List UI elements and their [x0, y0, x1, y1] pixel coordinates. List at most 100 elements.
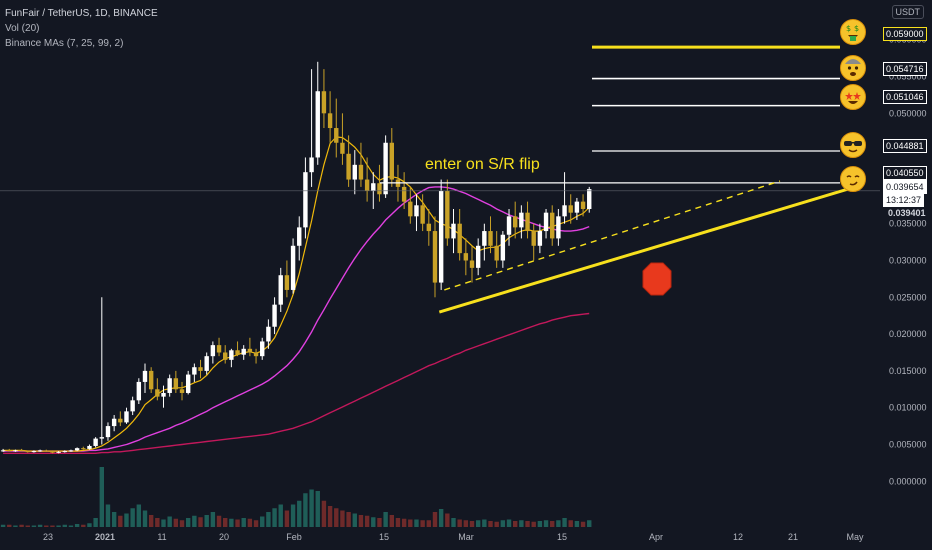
volume-bar — [315, 491, 320, 527]
candle-body — [56, 451, 61, 453]
x-tick-label: Feb — [286, 532, 302, 542]
candle-body — [179, 389, 185, 393]
volume-bars — [0, 467, 592, 527]
star-struck-emoji-icon — [840, 84, 866, 110]
candle-body — [13, 450, 18, 452]
ma7-line — [3, 136, 590, 452]
volume-bar — [81, 524, 86, 527]
volume-bar — [297, 500, 302, 527]
candle-body — [161, 392, 166, 397]
candle-body — [352, 164, 357, 180]
candle-body — [519, 212, 524, 228]
volume-bar — [253, 520, 259, 527]
ma25-line — [3, 186, 590, 452]
volume-bar — [500, 520, 506, 527]
dashed-trendline — [444, 180, 781, 291]
volume-bar — [580, 521, 586, 527]
ma-price-label: 0.039401 — [886, 207, 928, 219]
volume-bar — [408, 519, 413, 527]
y-tick-label: 0.050000 — [889, 108, 927, 118]
x-tick-label: 2021 — [95, 532, 115, 542]
candle-body — [37, 450, 43, 452]
volume-bar — [537, 521, 543, 527]
volume-bar — [229, 518, 234, 527]
candle-body — [512, 216, 518, 228]
volume-bar — [105, 504, 111, 527]
moving-averages — [3, 136, 590, 454]
volume-bar — [488, 521, 493, 527]
smirk-emoji-icon — [840, 166, 866, 192]
volume-bar — [223, 518, 228, 527]
volume-bar — [445, 513, 450, 527]
candle-body — [210, 345, 216, 357]
volume-bar — [562, 518, 567, 527]
x-tick-label: 11 — [157, 532, 166, 542]
volume-bar — [432, 512, 438, 527]
volume-bar — [62, 524, 67, 527]
money-face-emoji-icon: $ $ — [840, 19, 866, 45]
y-tick-label: 0.010000 — [889, 403, 927, 413]
candle-body — [142, 370, 148, 382]
candle-body — [457, 223, 462, 254]
volume-bar — [167, 516, 172, 527]
volume-bar — [574, 521, 580, 527]
candle-body — [74, 448, 80, 451]
candle-body — [432, 231, 438, 283]
volume-bar — [25, 525, 30, 527]
trendlines — [438, 180, 861, 314]
currency-button[interactable]: USDT — [891, 5, 924, 19]
target-1-price-label: 0.059000 — [883, 27, 927, 41]
candle-body — [235, 350, 240, 355]
volume-bar — [235, 519, 240, 527]
volume-bar — [389, 515, 394, 527]
volume-bar — [192, 515, 197, 527]
candle-body — [315, 91, 320, 158]
candle-body — [358, 164, 364, 180]
x-tick-label: 12 — [733, 532, 743, 542]
candle-body — [580, 201, 586, 209]
candle-body — [303, 172, 308, 228]
candle-body — [401, 186, 407, 202]
support-trendline — [438, 183, 861, 314]
y-tick-label: 0.020000 — [889, 329, 927, 339]
volume-bar — [303, 493, 308, 527]
volume-bar — [395, 518, 401, 527]
candle-body — [148, 370, 154, 390]
target-levels — [0, 45, 880, 192]
volume-bar — [124, 513, 129, 527]
y-tick-label: 0.000000 — [889, 476, 927, 486]
candle-body — [445, 190, 450, 239]
ma-legend: Binance MAs (7, 25, 99, 2) — [5, 38, 124, 49]
volume-bar — [377, 518, 382, 527]
volume-bar — [74, 524, 80, 527]
candle-body — [500, 234, 506, 261]
candle-body — [93, 438, 98, 446]
x-tick-label: 21 — [788, 532, 798, 542]
volume-bar — [512, 521, 518, 527]
candle-body — [192, 367, 197, 375]
sunglasses-emoji-icon — [840, 132, 866, 158]
svg-text:$: $ — [846, 24, 851, 33]
candle-body — [111, 418, 117, 427]
volume-bar — [173, 518, 179, 527]
chart-legend: FunFair / TetherUS, 1D, BINANCE Vol (20)… — [5, 6, 158, 51]
candle-body — [414, 205, 419, 217]
volume-bar — [420, 520, 425, 527]
candle-body — [494, 245, 499, 261]
symbol-title: FunFair / TetherUS, 1D, BINANCE — [5, 8, 158, 19]
volume-bar — [284, 510, 290, 527]
x-tick-label: 23 — [43, 532, 53, 542]
target-4-price-label: 0.044881 — [883, 139, 927, 153]
volume-bar — [568, 520, 573, 527]
candle-body — [451, 223, 456, 239]
candle-body — [420, 205, 425, 224]
volume-bar — [148, 515, 154, 527]
volume-bar — [13, 525, 18, 527]
candle-body — [321, 91, 327, 114]
candle-body — [488, 231, 493, 246]
volume-bar — [50, 525, 55, 527]
candle-body — [556, 216, 561, 239]
y-tick-label: 0.030000 — [889, 256, 927, 266]
volume-bar — [334, 508, 339, 527]
